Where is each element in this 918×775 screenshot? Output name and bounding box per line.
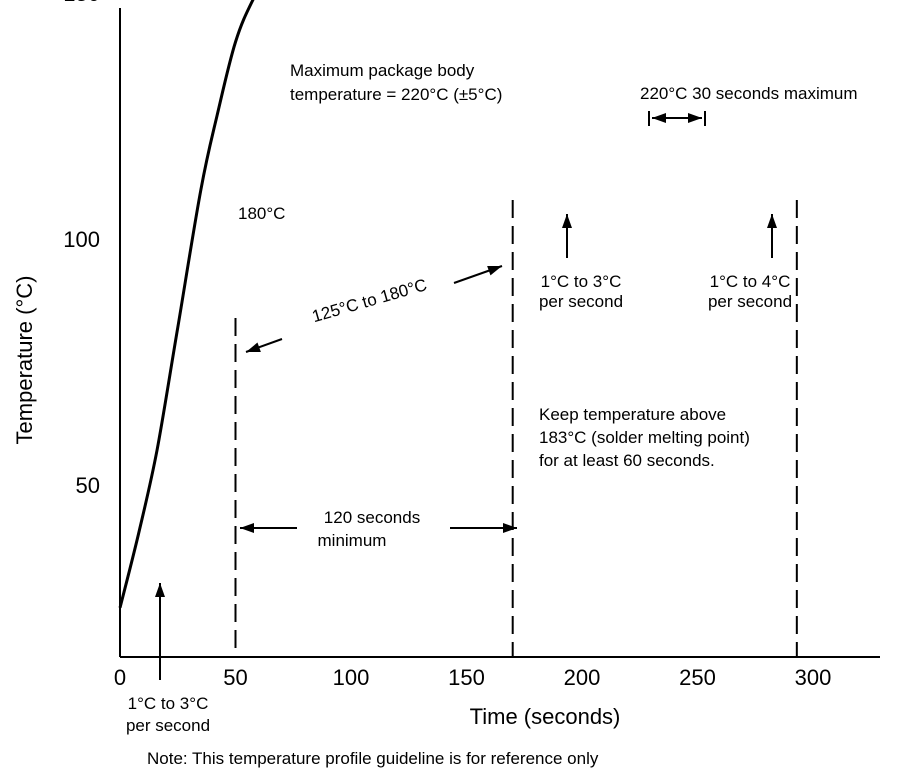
x-axis-title: Time (seconds)	[470, 704, 621, 729]
level-180-label: 180°C	[238, 204, 285, 223]
x-tick-labels: 0 50 100 150 200 250 300	[114, 665, 831, 690]
x-tick-label: 0	[114, 665, 126, 690]
arrowhead	[688, 113, 702, 123]
duration-min-line1: 120 seconds	[324, 508, 420, 527]
annotation-arrows	[155, 111, 777, 680]
x-tick-label: 300	[795, 665, 832, 690]
arrowhead	[155, 583, 165, 597]
ramp-down-label-line1: 1°C to 4°C	[710, 272, 791, 291]
max-temp-label-line2: temperature = 220°C (±5°C)	[290, 85, 502, 104]
ramp-up-label-line1: 1°C to 3°C	[541, 272, 622, 291]
y-tick-label: 50	[76, 473, 100, 498]
ramp-start-line2: per second	[126, 716, 210, 735]
arrowhead	[246, 342, 261, 352]
x-tick-label: 250	[679, 665, 716, 690]
x-tick-label: 150	[448, 665, 485, 690]
arrowhead	[503, 523, 517, 533]
arrowhead	[767, 214, 777, 228]
x-tick-label: 50	[223, 665, 247, 690]
y-tick-label: 150	[63, 0, 100, 6]
guide-lines	[234, 200, 798, 657]
reference-note: Note: This temperature profile guideline…	[147, 749, 599, 768]
max-temp-label-line1: Maximum package body	[290, 61, 475, 80]
temperature-profile-line	[118, 0, 255, 609]
keep-above-line3: for at least 60 seconds.	[539, 451, 715, 470]
ramp-middle-label: 125°C to 180°C	[310, 275, 429, 326]
arrowhead	[240, 523, 254, 533]
ramp-down-label-line2: per second	[708, 292, 792, 311]
ramp-up-label-line2: per second	[539, 292, 623, 311]
ramp-start-line1: 1°C to 3°C	[128, 694, 209, 713]
x-tick-label: 100	[333, 665, 370, 690]
keep-above-line2: 183°C (solder melting point)	[539, 428, 750, 447]
arrowhead	[487, 265, 502, 276]
peak-window-label: 220°C 30 seconds maximum	[640, 84, 858, 103]
y-axis-title: Temperature (°C)	[12, 276, 37, 445]
x-tick-label: 200	[564, 665, 601, 690]
arrowhead	[652, 113, 666, 123]
arrowhead	[562, 214, 572, 228]
keep-above-line1: Keep temperature above	[539, 405, 726, 424]
duration-min-line2: minimum	[318, 531, 387, 550]
axes	[119, 8, 880, 658]
y-tick-label: 100	[63, 227, 100, 252]
